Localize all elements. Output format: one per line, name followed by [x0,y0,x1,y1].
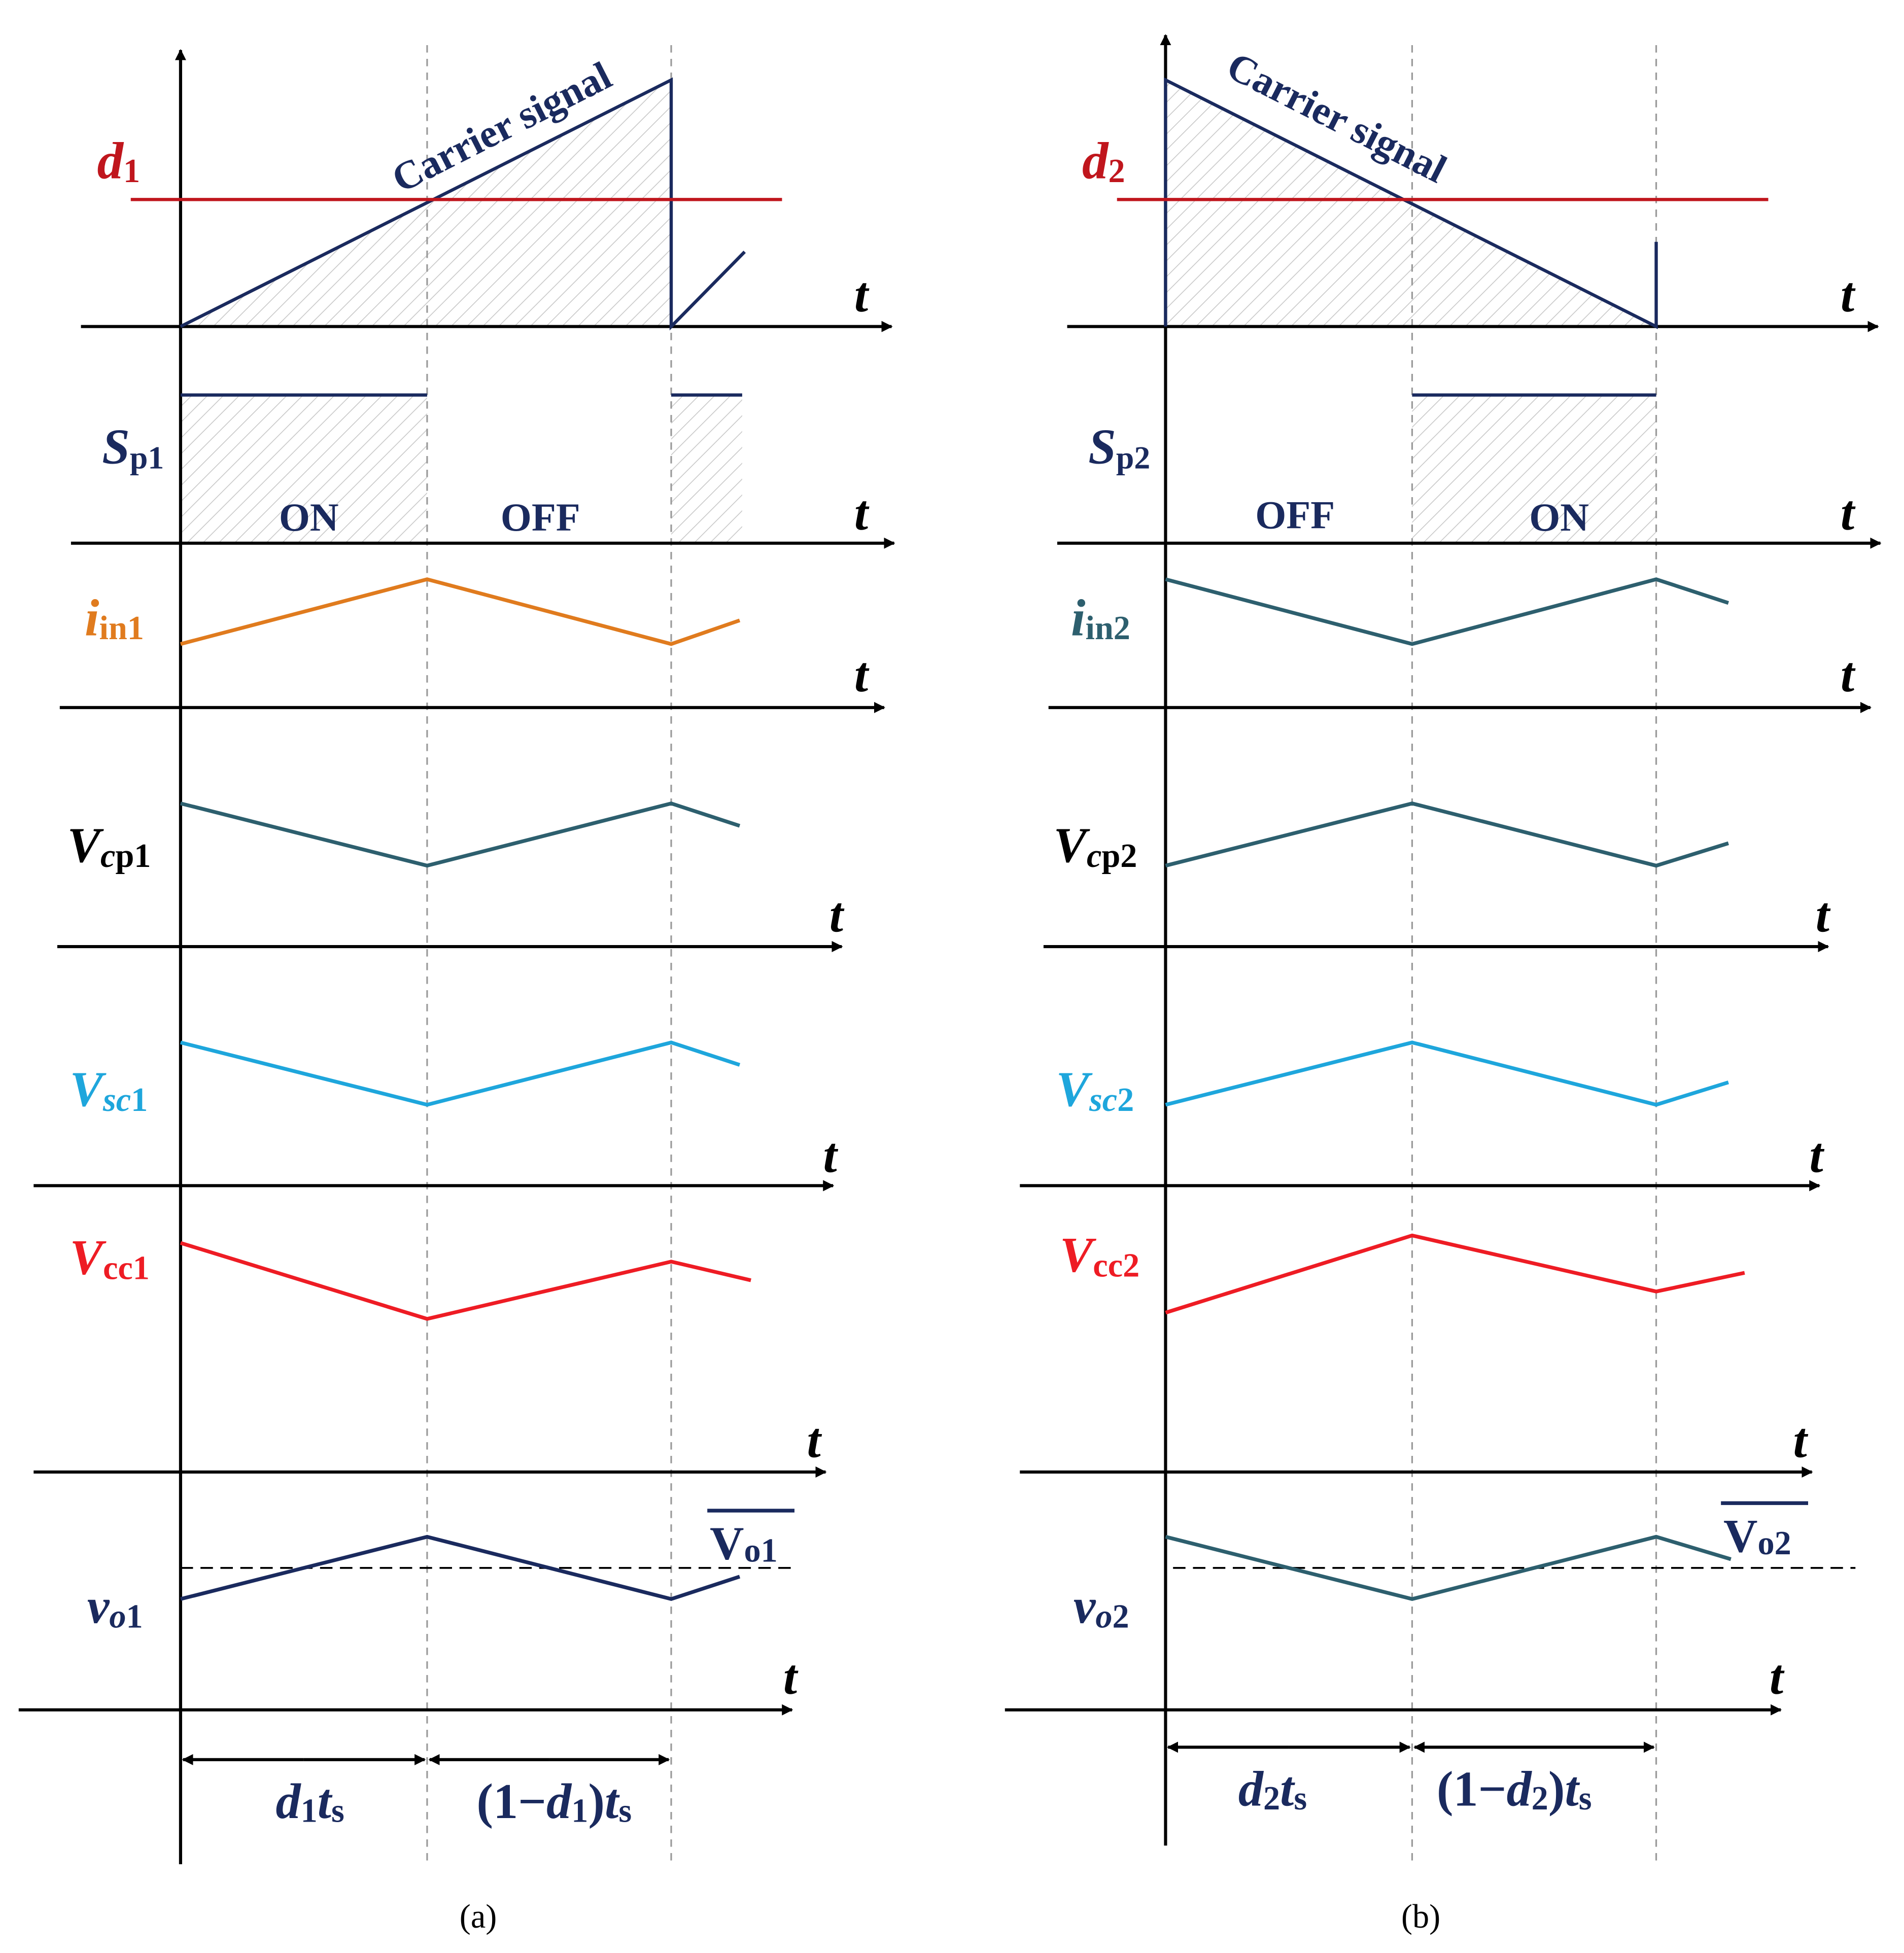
axis-symbol-b-1: t [1841,268,1856,323]
caption-b: (b) [1401,1898,1440,1935]
vsc-label-a: Vsc1 [70,1062,148,1119]
switch-state-b-2: ON [1529,495,1589,539]
vcp-waveform-b [1165,801,1729,868]
vsc-waveform-b [1165,1040,1729,1107]
axis-symbol-b-3: t [1841,648,1856,703]
panel-b: t t t t t t t Carrier signal d2 Sp2 OFF … [1005,34,1882,1935]
iin-label-b: iin2 [1071,589,1130,647]
axis-symbol-a-7: t [783,1650,799,1705]
vcc-label-b: Vcc2 [1060,1228,1139,1284]
vcc-label-a: Vcc1 [70,1231,149,1287]
switch-on-hatch-b [1412,395,1656,543]
vo-waveform-b [1165,1535,1732,1601]
axis-symbol-b-6: t [1793,1413,1809,1468]
iin-waveform-a [180,577,741,646]
switch-label-a: Sp1 [102,420,164,476]
axis-symbol-b-5: t [1809,1128,1824,1183]
switch-on-hatch-a-1 [180,395,427,543]
switch-state-a-1: ON [279,495,339,539]
switch-label-b: Sp2 [1088,420,1150,476]
vo-average-label-a: Vo1 [710,1518,778,1570]
vcc-waveform-a [180,1241,751,1321]
axis-symbol-a-4: t [829,888,845,943]
axis-symbol-a-3: t [854,648,870,703]
interval-label-b-1: d2ts [1238,1762,1307,1817]
vsc-label-b: Vsc2 [1056,1062,1134,1119]
axis-symbol-b-4: t [1816,888,1831,943]
axis-symbol-a-2: t [854,486,870,541]
vsc-waveform-a [180,1040,741,1107]
switch-on-hatch-a-2 [671,395,742,543]
axis-symbol-b-7: t [1770,1650,1785,1705]
iin-waveform-b [1165,577,1729,646]
interval-label-a-1: d1ts [276,1774,344,1829]
vo-label-a: vo1 [87,1579,143,1635]
switch-state-b-1: OFF [1255,493,1335,537]
axis-symbol-b-2: t [1841,486,1856,541]
vcp-label-b: Vcp2 [1054,818,1137,875]
carrier-waveform-b [1164,77,1658,329]
vcp-waveform-a [180,801,741,868]
iin-label-a: iin1 [85,589,144,647]
interval-label-b-2: (1−d2)ts [1437,1762,1592,1817]
duty-label-a: d1 [97,132,140,190]
vcp-label-a: Vcp1 [67,818,151,875]
axis-symbol-a-6: t [807,1413,822,1468]
interval-label-a-2: (1−d1)ts [476,1774,632,1829]
vo-average-label-b: Vo2 [1723,1510,1791,1562]
axis-symbol-a-5: t [823,1128,838,1183]
panel-a: t t t t t t t Carrier signal d1 Sp1 ON O… [18,45,895,1935]
axis-symbol-a-1: t [854,268,870,323]
duty-label-b: d2 [1082,132,1125,190]
switch-state-a-2: OFF [501,495,580,539]
caption-a: (a) [460,1898,497,1935]
vo-waveform-a [180,1535,741,1601]
vcc-waveform-b [1165,1233,1745,1315]
vo-label-b: vo2 [1074,1579,1129,1635]
carrier-waveform-a [180,77,746,331]
